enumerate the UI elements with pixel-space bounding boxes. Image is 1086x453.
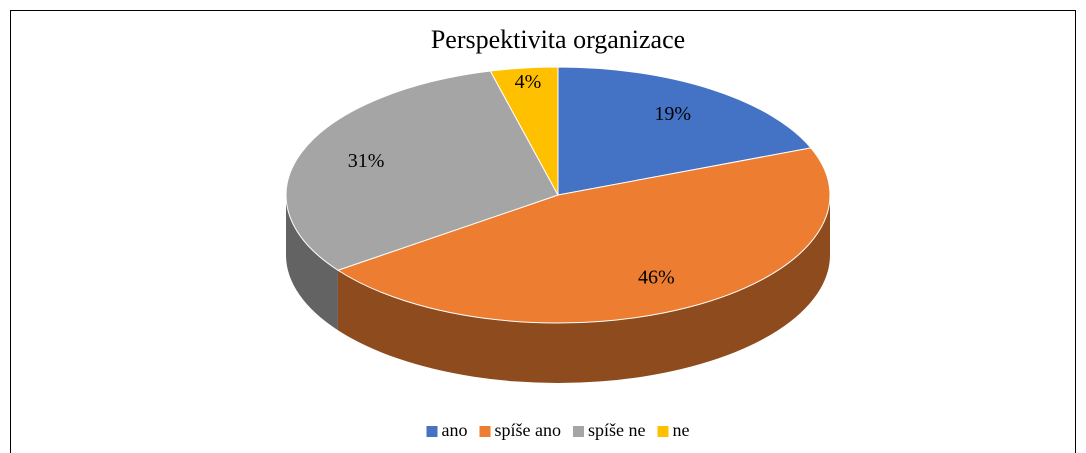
legend: ano spíše ano spíše ne ne	[426, 420, 690, 440]
data-label: 46%	[638, 267, 675, 289]
slice-side	[286, 195, 338, 331]
data-label: 19%	[654, 103, 691, 125]
slice	[489, 66, 559, 196]
legend-label: ano	[442, 420, 468, 440]
legend-swatch	[479, 426, 491, 437]
legend-label: spíše ano	[495, 420, 562, 440]
data-label: 31%	[348, 150, 385, 172]
legend-label: spíše ne	[588, 420, 646, 440]
data-label: 4%	[515, 71, 542, 93]
slice-side	[337, 195, 830, 383]
slice	[557, 66, 812, 196]
legend-swatch	[573, 426, 584, 437]
slice	[336, 147, 831, 324]
legend-label: ne	[673, 420, 690, 440]
chart-title: Perspektivita organizace	[431, 25, 685, 54]
legend-swatch	[426, 426, 438, 437]
legend-swatch	[657, 426, 669, 437]
slice	[285, 70, 559, 271]
